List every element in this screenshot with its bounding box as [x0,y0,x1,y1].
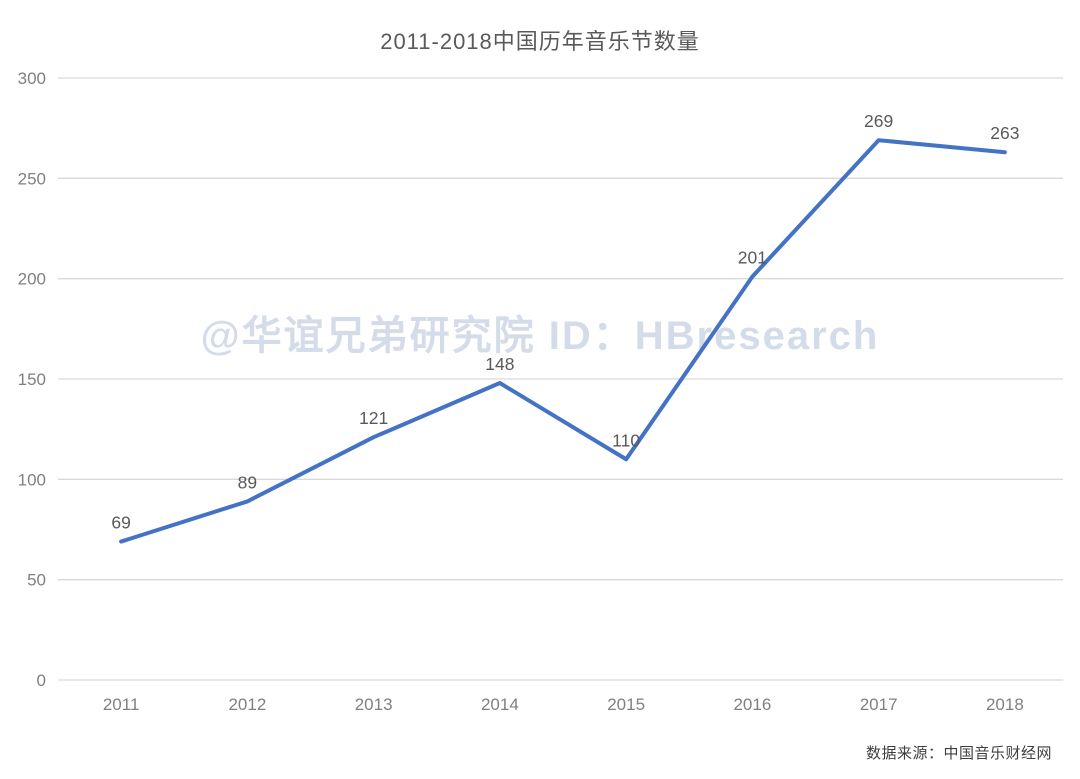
x-tick-label: 2016 [733,695,771,714]
x-tick-label: 2014 [481,695,519,714]
x-tick-label: 2011 [103,695,140,714]
x-tick-label: 2013 [355,695,393,714]
data-source-note: 数据来源：中国音乐财经网 [865,745,1052,762]
chart-title: 2011-2018中国历年音乐节数量 [380,29,700,54]
y-tick-label: 0 [37,671,46,690]
x-tick-label: 2018 [986,695,1024,714]
x-tick-label: 2012 [228,695,266,714]
x-tick-label: 2015 [607,695,645,714]
y-tick-label: 50 [27,571,46,590]
y-tick-label: 250 [18,169,46,188]
data-label: 269 [864,111,893,131]
data-label: 121 [359,408,388,428]
y-tick-label: 150 [18,370,46,389]
data-label: 201 [738,248,767,268]
data-label: 148 [485,354,514,374]
y-tick-label: 200 [18,270,46,289]
data-label: 110 [612,430,640,450]
x-tick-label: 2017 [860,695,898,714]
data-label: 69 [111,513,130,533]
data-series-line [119,138,1007,544]
y-tick-label: 100 [18,470,46,489]
data-label: 263 [990,123,1019,143]
data-label: 89 [238,472,257,492]
y-tick-label: 300 [18,69,46,88]
